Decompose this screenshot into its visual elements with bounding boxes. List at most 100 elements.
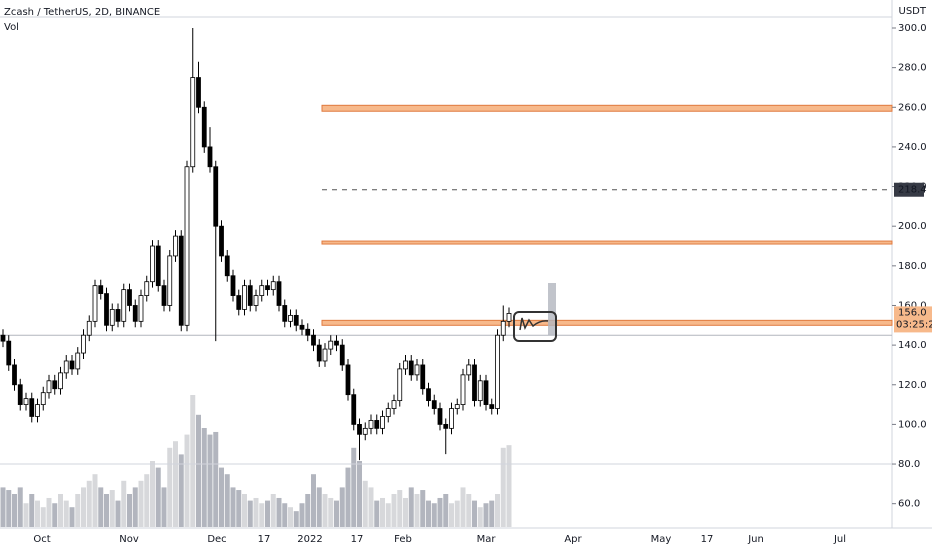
volume-bar (288, 507, 293, 527)
volume-label: Vol (4, 22, 19, 33)
volume-bar (109, 490, 115, 527)
volume-bar (236, 490, 242, 527)
candle-body (46, 380, 52, 394)
candle-body (489, 404, 495, 409)
y-tick-label: 60.0 (898, 499, 920, 510)
candle-body (219, 225, 224, 257)
candle-body (127, 289, 132, 306)
candle-body (322, 348, 328, 362)
candle-body (328, 340, 334, 350)
candle-body (403, 360, 408, 370)
candle-body (144, 281, 150, 296)
candle-body (345, 364, 351, 396)
candle-body (69, 360, 75, 370)
volume-bar (150, 461, 155, 527)
volume-bar (115, 500, 121, 527)
candle-body (506, 313, 512, 322)
volume-bar (247, 500, 253, 527)
candle-body (0, 334, 6, 342)
candle-body (230, 275, 236, 296)
candle-body (242, 285, 247, 310)
candle-body (265, 285, 270, 291)
volume-bar (397, 490, 403, 527)
candle-body (29, 398, 35, 417)
candle-body (357, 423, 362, 435)
volume-bar (431, 503, 437, 527)
price-badge (894, 306, 932, 333)
volume-bar (420, 490, 426, 527)
volume-bar (466, 494, 472, 527)
volume-bar (213, 431, 219, 527)
candle-body (426, 388, 431, 402)
level-badge (894, 182, 924, 197)
candle-body (276, 281, 282, 306)
volume-bar (483, 503, 489, 527)
volume-bar (334, 500, 339, 527)
volume-bar (144, 474, 150, 527)
candle-body (247, 285, 253, 306)
candle-body (104, 293, 109, 326)
volume-bar (161, 487, 167, 527)
x-tick-label: May (651, 534, 672, 545)
volume-bar (443, 494, 449, 527)
volume-bar (311, 474, 316, 527)
candle-body (115, 309, 121, 322)
candle-body (132, 305, 138, 322)
volume-bar (92, 474, 98, 527)
candle-body (420, 364, 426, 390)
candle-body (477, 380, 483, 402)
volume-bar (345, 467, 351, 527)
candle-body (63, 360, 69, 374)
volume-bar (98, 487, 104, 527)
volume-bar (127, 494, 132, 527)
candle-body (92, 285, 98, 322)
candle-body (380, 416, 385, 429)
volume-bar (437, 497, 443, 527)
volume-bar (184, 434, 190, 527)
volume-bar (506, 445, 512, 527)
volume-bar (316, 487, 322, 527)
zone (321, 240, 893, 245)
candle-body (150, 245, 155, 283)
candle-body (23, 398, 29, 405)
volume-bar (339, 487, 345, 527)
y-tick-label: 100.0 (898, 419, 927, 430)
volume-bar (472, 500, 477, 527)
candle-body (121, 289, 127, 322)
candle-body (12, 364, 17, 386)
candle-body (190, 77, 196, 168)
currency: USDT (899, 6, 927, 17)
volume-bar (121, 480, 127, 527)
volume-bar (23, 503, 29, 527)
volume-bar (52, 503, 58, 527)
candle-body (178, 235, 184, 326)
volume-bar (35, 500, 40, 527)
zone (321, 319, 893, 326)
volume-bar (322, 494, 328, 527)
volume-bar (242, 494, 247, 527)
volume-bar (230, 487, 236, 527)
y-tick-label: 280.0 (898, 63, 927, 74)
candle-body (184, 166, 190, 326)
volume-bar (351, 447, 357, 527)
x-tick-label: Feb (394, 534, 412, 545)
x-tick-label: 2022 (297, 534, 322, 545)
candle-body (167, 255, 173, 306)
volume-bar (362, 480, 368, 527)
sketch-box (513, 311, 557, 342)
candle-body (109, 309, 115, 326)
candle-body (472, 364, 477, 402)
candle-body (6, 340, 12, 366)
volume-bar (17, 487, 23, 527)
candle-body (460, 374, 466, 405)
volume-bar (293, 511, 299, 527)
candle-body (351, 394, 357, 425)
candle-body (288, 314, 293, 322)
candle-body (259, 285, 265, 296)
volume-bar (63, 500, 69, 527)
volume-bar (328, 497, 334, 527)
volume-bar (449, 503, 454, 527)
volume-bar (75, 494, 81, 527)
candle-body (213, 166, 219, 227)
volume-pane (0, 395, 512, 527)
